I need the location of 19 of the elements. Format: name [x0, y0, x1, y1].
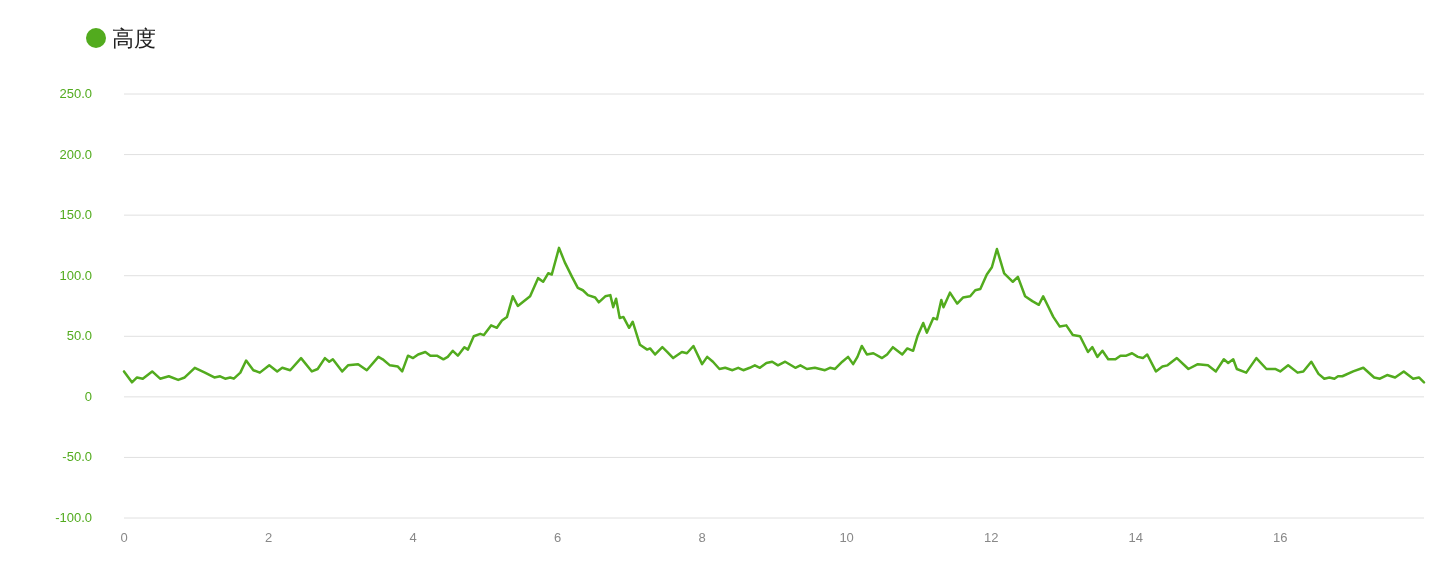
- x-tick-label: 4: [409, 530, 417, 545]
- y-tick-label: 200.0: [59, 146, 92, 162]
- x-tick-label: 16: [1272, 530, 1288, 545]
- y-tick-label: -50.0: [62, 449, 92, 465]
- x-tick-label: 6: [553, 530, 562, 545]
- x-tick-label: 8: [698, 530, 706, 545]
- line-series: [122, 246, 1426, 384]
- y-tick-label: 0: [84, 388, 92, 404]
- y-tick-label: 250.0: [59, 86, 92, 101]
- y-tick-label: 50.0: [66, 328, 92, 344]
- x-tick-label: 10: [839, 530, 854, 545]
- x-tick-label: 14: [1128, 530, 1143, 545]
- legend-label: 高度: [112, 26, 156, 51]
- y-tick-label: 100.0: [59, 267, 92, 283]
- x-tick-label: 12: [983, 530, 999, 545]
- y-tick-label: 150.0: [59, 207, 92, 223]
- y-tick-label: -100.0: [55, 510, 92, 525]
- x-tick-label: 2: [264, 530, 273, 545]
- x-tick-label: 0: [120, 530, 128, 545]
